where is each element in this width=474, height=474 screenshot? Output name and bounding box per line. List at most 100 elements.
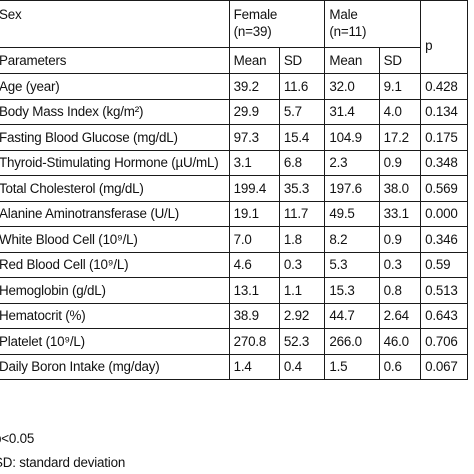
male-sd-cell: 38.0: [378, 175, 422, 202]
male-mean-cell: 197.6: [324, 175, 380, 202]
parameter-cell: Total Cholesterol (mg/dL): [0, 175, 230, 202]
female-mean-header: Mean: [228, 47, 280, 74]
female-sd-cell: 5.7: [278, 98, 326, 125]
male-mean-cell: 44.7: [324, 302, 380, 329]
male-mean-cell: 5.3: [324, 251, 380, 278]
table-row: Thyroid-Stimulating Hormone (µU/mL) 3.1 6.…: [0, 149, 468, 176]
male-sd-cell: 0.3: [378, 251, 422, 278]
table-row: Daily Boron Intake (mg/day) 1.4 0.4 1.5 0.6 0…: [0, 353, 468, 380]
male-sd-cell: 0.8: [378, 277, 422, 304]
table-row: Alanine Aminotransferase (U/L) 19.1 11.7 49…: [0, 200, 468, 227]
p-value-cell: 0.428: [420, 73, 468, 100]
female-sd-cell: 6.8: [278, 149, 326, 176]
p-value-cell: 0.513: [420, 277, 468, 304]
p-header: p: [420, 0, 468, 74]
p-value-cell: 0.348: [420, 149, 468, 176]
male-sd-header: SD: [378, 47, 422, 74]
male-mean-cell: 15.3: [324, 277, 380, 304]
female-mean-cell: 7.0: [228, 226, 280, 253]
male-sd-cell: 2.64: [378, 302, 422, 329]
parameter-cell: Age (year): [0, 73, 230, 100]
parameter-cell: Platelet (10⁹/L): [0, 328, 230, 355]
female-mean-cell: 270.8: [228, 328, 280, 355]
male-mean-cell: 104.9: [324, 124, 380, 151]
male-header: Male (n=11): [324, 0, 422, 48]
female-sd-cell: 0.3: [278, 251, 326, 278]
parameter-cell: Hematocrit (%): [0, 302, 230, 329]
female-mean-cell: 97.3: [228, 124, 280, 151]
female-mean-cell: 19.1: [228, 200, 280, 227]
header-row-groups: Sex Female (n=39) Male (n=11) p: [0, 0, 468, 74]
female-mean-cell: 29.9: [228, 98, 280, 125]
female-mean-cell: 39.2: [228, 73, 280, 100]
footnote-p: p<0.05: [0, 431, 35, 446]
male-sd-cell: 0.6: [378, 353, 422, 380]
p-value-cell: 0.067: [420, 353, 468, 380]
female-sd-cell: 2.92: [278, 302, 326, 329]
p-value-cell: 0.706: [420, 328, 468, 355]
female-label: Female: [233, 7, 278, 22]
female-sd-cell: 15.4: [278, 124, 326, 151]
p-value-cell: 0.000: [420, 200, 468, 227]
table-row: Body Mass Index (kg/m²) 29.9 5.7 31.4 4.0 0.1…: [0, 98, 468, 125]
male-mean-cell: 1.5: [324, 353, 380, 380]
sex-header: Sex: [0, 0, 230, 48]
male-mean-cell: 49.5: [324, 200, 380, 227]
male-sd-cell: 46.0: [378, 328, 422, 355]
footnote-sd: SD: standard deviation: [0, 455, 126, 470]
male-mean-cell: 266.0: [324, 328, 380, 355]
table-row: White Blood Cell (10⁹/L) 7.0 1.8 8.2 0.9 0.34…: [0, 226, 468, 253]
female-sd-cell: 1.1: [278, 277, 326, 304]
parameter-cell: Thyroid-Stimulating Hormone (µU/mL): [0, 149, 230, 176]
female-mean-cell: 13.1: [228, 277, 280, 304]
parameter-cell: Red Blood Cell (10⁹/L): [0, 251, 230, 278]
female-mean-cell: 38.9: [228, 302, 280, 329]
table-row: Age (year) 39.2 11.6 32.0 9.1 0.428: [0, 73, 468, 100]
parameter-cell: Hemoglobin (g/dL): [0, 277, 230, 304]
male-sd-cell: 0.9: [378, 226, 422, 253]
parameter-cell: Fasting Blood Glucose (mg/dL): [0, 124, 230, 151]
parameter-cell: White Blood Cell (10⁹/L): [0, 226, 230, 253]
table-row: Fasting Blood Glucose (mg/dL) 97.3 15.4 104…: [0, 124, 468, 151]
female-mean-cell: 1.4: [228, 353, 280, 380]
female-header: Female (n=39): [228, 0, 326, 48]
female-sd-cell: 11.6: [278, 73, 326, 100]
male-mean-header: Mean: [324, 47, 380, 74]
female-mean-cell: 4.6: [228, 251, 280, 278]
p-value-cell: 0.59: [420, 251, 468, 278]
female-mean-cell: 199.4: [228, 175, 280, 202]
male-label: Male: [329, 7, 358, 22]
female-sd-cell: 0.4: [278, 353, 326, 380]
table-row: Hemoglobin (g/dL) 13.1 1.1 15.3 0.8 0.513: [0, 277, 468, 304]
female-sd-cell: 35.3: [278, 175, 326, 202]
p-value-cell: 0.643: [420, 302, 468, 329]
p-value-cell: 0.569: [420, 175, 468, 202]
male-sd-cell: 9.1: [378, 73, 422, 100]
male-sd-cell: 17.2: [378, 124, 422, 151]
female-count: (n=39): [233, 24, 272, 39]
parameters-header: Parameters: [0, 47, 230, 74]
data-table: Sex Female (n=39) Male (n=11) p Paramete…: [0, 0, 468, 380]
male-mean-cell: 2.3: [324, 149, 380, 176]
male-count: (n=11): [329, 24, 367, 39]
table-row: Total Cholesterol (mg/dL) 199.4 35.3 197.6 3…: [0, 175, 468, 202]
parameter-cell: Body Mass Index (kg/m²): [0, 98, 230, 125]
female-sd-cell: 1.8: [278, 226, 326, 253]
p-value-cell: 0.346: [420, 226, 468, 253]
p-value-cell: 0.175: [420, 124, 468, 151]
p-value-cell: 0.134: [420, 98, 468, 125]
parameter-cell: Alanine Aminotransferase (U/L): [0, 200, 230, 227]
male-mean-cell: 32.0: [324, 73, 380, 100]
table-row: Hematocrit (%) 38.9 2.92 44.7 2.64 0.643: [0, 302, 468, 329]
female-sd-cell: 11.7: [278, 200, 326, 227]
female-sd-cell: 52.3: [278, 328, 326, 355]
male-mean-cell: 8.2: [324, 226, 380, 253]
female-mean-cell: 3.1: [228, 149, 280, 176]
table-row: Red Blood Cell (10⁹/L) 4.6 0.3 5.3 0.3 0.59: [0, 251, 468, 278]
header-row-columns: Parameters Mean SD Mean SD: [0, 47, 468, 74]
male-mean-cell: 31.4: [324, 98, 380, 125]
male-sd-cell: 33.1: [378, 200, 422, 227]
female-sd-header: SD: [278, 47, 326, 74]
male-sd-cell: 0.9: [378, 149, 422, 176]
parameter-cell: Daily Boron Intake (mg/day): [0, 353, 230, 380]
